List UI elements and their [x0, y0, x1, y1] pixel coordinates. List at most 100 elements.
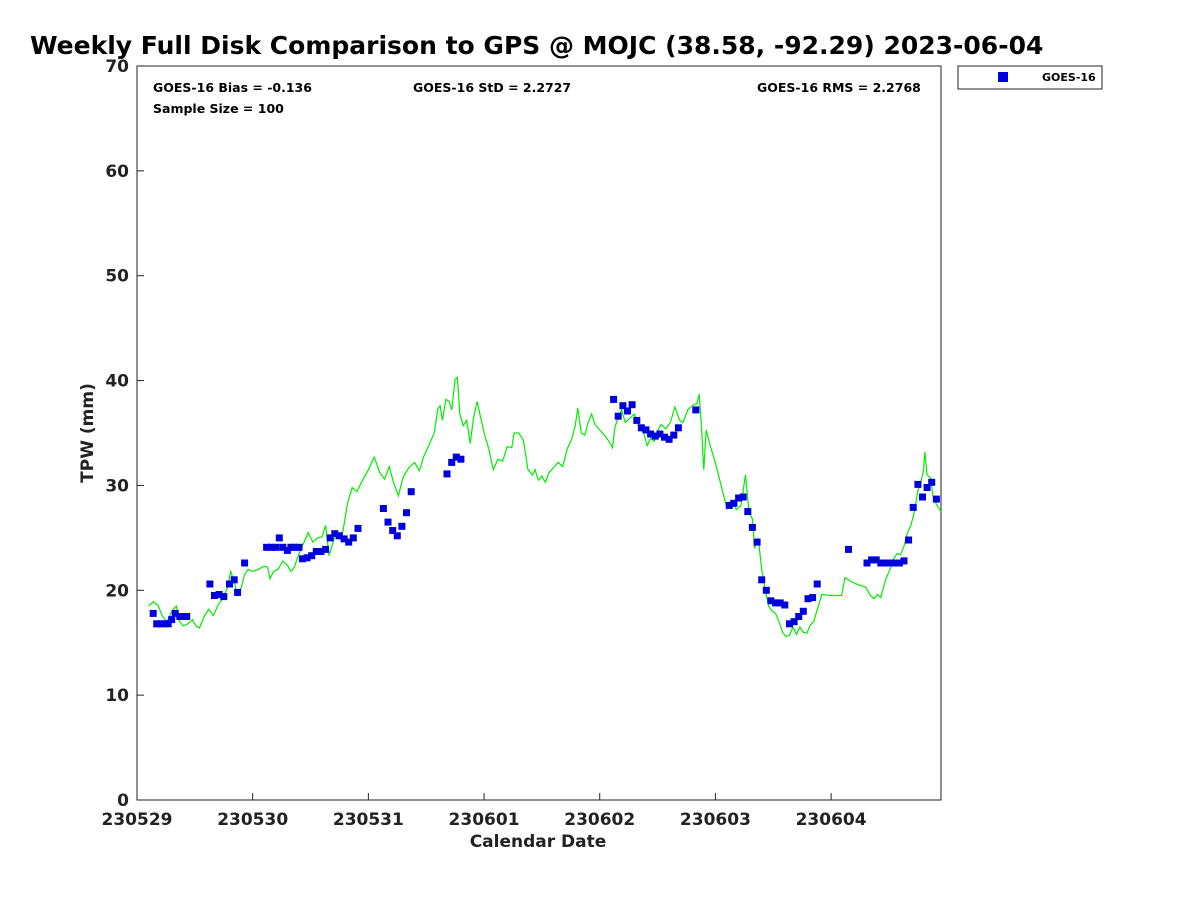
goes16-point: [739, 493, 747, 501]
x-axis: 230529 230530 230531 230601 230602 230603 2306…: [102, 793, 867, 830]
goes16-point: [448, 458, 456, 466]
goes16-point: [781, 601, 789, 609]
goes16-point: [164, 620, 172, 628]
goes16-point: [895, 559, 903, 567]
goes16-point: [331, 530, 339, 538]
goes16-point: [215, 591, 223, 598]
goes16-point: [813, 580, 821, 588]
legend: GOES-16: [957, 65, 1103, 90]
goes16-point: [326, 534, 334, 542]
y-tick-label: 20: [105, 581, 129, 601]
goes16-point: [877, 559, 885, 567]
y-tick-label: 70: [105, 57, 129, 77]
goes16-point: [762, 586, 770, 594]
gps-line: [148, 376, 942, 638]
goes16-point: [263, 543, 271, 551]
goes16-point: [804, 595, 812, 603]
x-tick-label: 230603: [680, 810, 751, 830]
goes16-point: [786, 620, 793, 628]
legend-label: GOES-16: [1042, 71, 1096, 84]
goes16-point: [384, 518, 392, 526]
goes16-point: [340, 535, 348, 543]
goes16-point: [614, 412, 622, 420]
chart-title: Weekly Full Disk Comparison to GPS @ MOJ…: [30, 31, 1043, 60]
y-axis-label: TPW (mm): [78, 383, 98, 483]
goes16-point: [882, 559, 889, 567]
goes16-point: [900, 557, 908, 565]
goes16-point: [628, 401, 636, 409]
goes16-point: [220, 593, 228, 601]
x-axis-label: Calendar Date: [470, 832, 607, 852]
goes16-point: [730, 499, 738, 507]
goes16-point: [692, 406, 700, 414]
goes16-point: [206, 580, 214, 588]
goes16-point: [452, 453, 460, 461]
goes16-point: [403, 509, 410, 517]
goes16-point: [932, 495, 940, 503]
goes16-point: [149, 609, 157, 617]
y-axis: 0 10 20 30 40 50 60 70: [105, 57, 144, 811]
goes16-point: [661, 433, 668, 441]
goes16-point: [619, 402, 627, 410]
goes16-point: [211, 592, 218, 599]
goes16-point: [624, 407, 631, 415]
goes16-point: [767, 597, 775, 605]
goes16-point: [758, 576, 766, 584]
legend-marker-icon: [998, 72, 1008, 82]
goes16-point: [642, 426, 650, 434]
goes16-point: [354, 524, 362, 532]
goes16-point: [226, 580, 233, 588]
goes16-point: [241, 559, 249, 567]
sample-size-stat: Sample Size = 100: [153, 101, 284, 116]
goes16-point: [298, 555, 306, 563]
goes16-point: [272, 543, 280, 551]
goes16-point: [744, 508, 752, 516]
plot-area-frame: [136, 65, 942, 801]
goes16-point: [795, 613, 803, 620]
goes16-point: [725, 501, 733, 509]
goes16-point: [317, 548, 325, 555]
goes16-point: [290, 543, 298, 551]
goes16-point: [308, 552, 316, 560]
std-stat: GOES-16 StD = 2.2727: [413, 80, 571, 95]
goes16-point: [886, 559, 894, 567]
goes16-point: [407, 488, 415, 496]
gps-series: [148, 376, 942, 638]
goes16-point: [389, 527, 397, 534]
goes16-point: [863, 559, 871, 567]
goes16-series: [149, 395, 940, 628]
bias-stat: GOES-16 Bias = -0.136: [153, 80, 312, 95]
goes16-point: [735, 494, 743, 502]
goes16-point: [772, 599, 780, 607]
y-tick-label: 60: [105, 162, 129, 182]
x-tick-label: 230531: [333, 810, 404, 830]
x-tick-label: 230604: [796, 810, 867, 830]
goes16-point: [637, 424, 645, 432]
goes16-point: [171, 609, 179, 617]
goes16-point: [295, 543, 303, 551]
goes16-point: [647, 430, 655, 438]
x-tick-label: 230602: [564, 810, 635, 830]
goes16-point: [914, 480, 922, 488]
x-tick-label: 230601: [449, 810, 520, 830]
goes16-point: [799, 607, 807, 615]
goes16-point: [322, 545, 330, 553]
goes16-point: [665, 435, 673, 443]
goes16-point: [267, 543, 275, 551]
x-tick-label: 230530: [217, 810, 288, 830]
goes16-point: [312, 548, 320, 555]
goes16-point: [303, 554, 311, 562]
rms-stat: GOES-16 RMS = 2.2768: [757, 80, 921, 95]
goes16-point: [393, 532, 401, 540]
goes16-point: [156, 620, 164, 628]
goes16-point: [872, 556, 880, 564]
goes16-point: [379, 505, 387, 512]
goes16-point: [891, 559, 899, 567]
y-tick-label: 50: [105, 267, 129, 287]
goes16-point: [919, 493, 926, 501]
goes16-point: [398, 522, 406, 530]
goes16-point: [183, 613, 191, 620]
goes16-point: [905, 536, 913, 544]
goes16-point: [610, 395, 618, 403]
goes16-point: [790, 618, 798, 626]
